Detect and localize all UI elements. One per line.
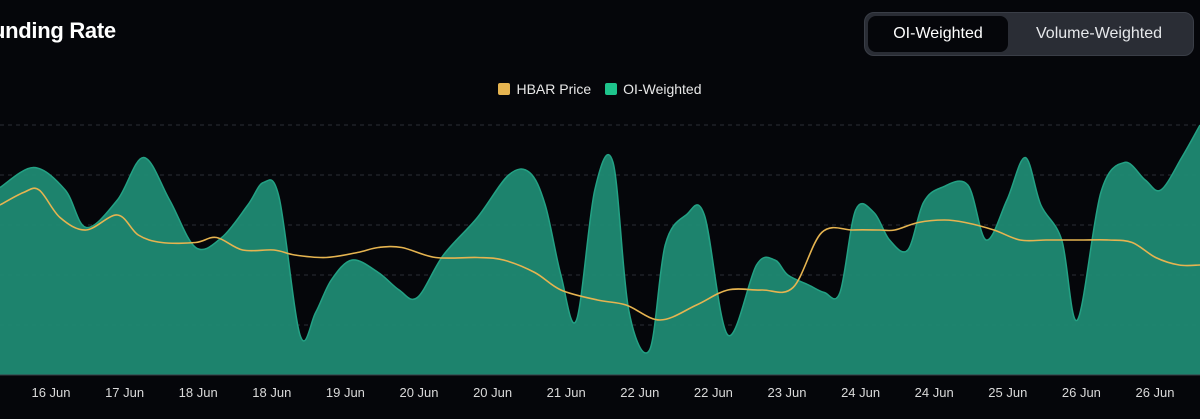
x-tick-label: 18 Jun [179,385,218,400]
x-tick-label: 22 Jun [694,385,733,400]
oi-weighted-area [0,125,1200,375]
oi-weighted-line [0,124,1200,354]
x-tick-label: 21 Jun [547,385,586,400]
legend-item-oi[interactable]: OI-Weighted [605,81,702,97]
legend-swatch-price [498,83,511,95]
legend-label-oi: OI-Weighted [623,81,702,97]
page-title: unding Rate [0,18,116,43]
x-tick-label: 20 Jun [473,385,512,400]
legend-label-price: HBAR Price [516,81,592,97]
legend-item-price[interactable]: HBAR Price [498,81,591,97]
price-line-layer [0,187,1200,321]
volume-weighted-button[interactable]: Volume-Weighted [1036,25,1162,42]
x-tick-label: 26 Jun [1062,385,1101,400]
oi-weighted-area-layer [0,124,1200,375]
x-tick-label: 24 Jun [915,385,954,400]
x-tick-label: 19 Jun [326,385,365,400]
hbar-price-line [0,187,1200,321]
x-tick-label: 23 Jun [767,385,806,400]
weighting-toggle: OI-Weighted Volume-Weighted [864,12,1194,56]
chart-legend: HBAR Price OI-Weighted [0,81,1200,97]
x-tick-label: 25 Jun [988,385,1027,400]
x-tick-label: 18 Jun [252,385,291,400]
legend-swatch-oi [605,83,618,95]
oi-weighted-button[interactable]: OI-Weighted [868,16,1008,52]
x-axis: 16 Jun 17 Jun 18 Jun 18 Jun 19 Jun 20 Jun 20 J… [0,374,1200,400]
x-tick-label: 16 Jun [31,385,70,400]
x-tick-label: 20 Jun [399,385,438,400]
x-tick-label: 17 Jun [105,385,144,400]
x-tick-label: 22 Jun [620,385,659,400]
x-tick-label: 26 Jun [1135,385,1174,400]
x-tick-label: 24 Jun [841,385,880,400]
